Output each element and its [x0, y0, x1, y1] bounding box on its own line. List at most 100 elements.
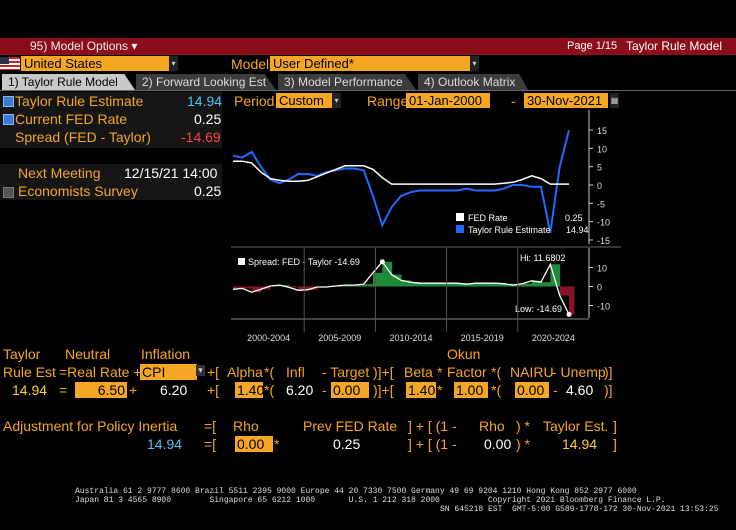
- spread-area-segment: [401, 280, 411, 287]
- period-label: Period: [234, 93, 275, 109]
- price-y-tick-label: 10: [597, 144, 607, 154]
- spread-area-segment: [438, 283, 449, 287]
- tab-outlook-matrix[interactable]: 4) Outlook Matrix: [418, 74, 528, 90]
- spread-area-segment: [559, 286, 570, 296]
- range-end-value: 30-Nov-2021: [527, 93, 603, 108]
- formula-taylor-value: 14.94: [12, 382, 48, 398]
- spread-area-segment: [391, 274, 402, 287]
- range-start-value: 01-Jan-2000: [409, 93, 482, 108]
- fed-rate-line: [233, 160, 569, 185]
- spread-hi-marker: [379, 259, 385, 265]
- tab-taylor-rule-model[interactable]: 1) Taylor Rule Model: [2, 74, 135, 90]
- price-y-tick-label: 15: [597, 126, 607, 136]
- country-dropdown-icon[interactable]: ▾: [169, 56, 178, 71]
- tab-label: 2) Forward Looking Est: [142, 75, 267, 89]
- fed-checkbox[interactable]: [3, 114, 14, 125]
- cpi-select[interactable]: CPI: [140, 364, 197, 380]
- range-start-input[interactable]: 01-Jan-2000: [406, 93, 490, 108]
- inertia-rho: Rho: [233, 418, 259, 434]
- formula-rule-est: Rule Est: [3, 364, 56, 380]
- spread-label: Spread (FED - Taylor): [15, 129, 151, 145]
- calendar-icon[interactable]: ▦: [610, 93, 619, 108]
- price-y-tick-label: -5: [597, 199, 605, 209]
- factor-input[interactable]: 1.00: [454, 382, 488, 398]
- formula-neutral-header: Neutral: [65, 346, 111, 362]
- spread-y-tick-label: 10: [597, 264, 607, 274]
- estimates-panel: [0, 92, 222, 148]
- model-dropdown-icon[interactable]: ▾: [470, 56, 479, 71]
- model-select[interactable]: User Defined*: [270, 56, 470, 71]
- taylor-rule-line: [232, 129, 570, 233]
- spread-legend-swatch: [238, 258, 245, 265]
- period-select[interactable]: Custom: [276, 93, 332, 108]
- model-label: Model: [231, 56, 270, 72]
- inertia-result: 14.94: [147, 436, 183, 452]
- fed-label: Current FED Rate: [15, 111, 128, 127]
- nairu-input[interactable]: 0.00: [515, 382, 549, 398]
- x-tick-label: 2000-2004: [247, 333, 290, 342]
- inertia-plus-paren: ] + [ (1 -: [408, 418, 457, 434]
- model-value: User Defined*: [273, 56, 354, 71]
- cpi-dropdown-icon[interactable]: ▾: [196, 365, 205, 376]
- price-y-tick-label: 5: [597, 163, 602, 173]
- survey-checkbox[interactable]: [3, 187, 14, 198]
- inertia-prev-label: Prev FED Rate: [303, 418, 398, 434]
- range-end-input[interactable]: 30-Nov-2021: [524, 93, 608, 108]
- tab-model-performance[interactable]: 3) Model Performance: [278, 74, 416, 90]
- x-tick-label: 2010-2014: [389, 333, 432, 342]
- taylor-checkbox[interactable]: [3, 96, 14, 107]
- spread-hi-label: Hi: 11.6802: [520, 253, 565, 263]
- survey-value: 0.25: [194, 183, 222, 199]
- next-meeting-label: Next Meeting: [18, 165, 101, 181]
- target-input[interactable]: 0.00: [331, 382, 369, 398]
- tab-label: 4) Outlook Matrix: [424, 75, 516, 89]
- spread-area-segment: [289, 286, 299, 288]
- real-rate-input[interactable]: 6.50: [75, 382, 127, 398]
- spread-area-segment: [447, 283, 458, 287]
- formula-nairu: NAIRU: [510, 364, 554, 380]
- spread-area-segment: [475, 283, 486, 287]
- footer-line-3: SN 645218 EST GMT-5:00 G589-1778-172 30-…: [440, 505, 719, 514]
- tab-forward-looking[interactable]: 2) Forward Looking Est: [136, 74, 276, 90]
- formula-infl: Infl: [286, 364, 305, 380]
- range-label: Range: [367, 93, 409, 109]
- page-indicator: Page 1/15: [567, 40, 618, 52]
- formula-plus-bracket-2: +[: [207, 382, 220, 398]
- footer-line-1: Australia 61 2 9777 8600 Brazil 5511 239…: [75, 487, 637, 496]
- formula-close: )]: [604, 364, 613, 380]
- inertia-close-star: ) *: [516, 418, 530, 434]
- legend-taylor-label: Taylor Rule Estimate: [468, 225, 551, 235]
- period-dropdown-icon[interactable]: ▾: [332, 93, 341, 108]
- formula-okun-header: Okun: [447, 346, 481, 362]
- formula-star2: *: [437, 382, 443, 398]
- model-options-menu[interactable]: 95) Model Options ▾: [30, 39, 138, 53]
- formula-star-open: *(: [264, 364, 275, 380]
- formula-real-rate: =Real Rate +: [59, 364, 142, 380]
- country-value: United States: [24, 56, 103, 71]
- formula-factor: Factor: [447, 364, 487, 380]
- tab-underline: [0, 90, 736, 91]
- page-title: Taylor Rule Model: [626, 39, 723, 53]
- formula-inflation-header: Inflation: [141, 346, 191, 362]
- formula-alpha: Alpha: [227, 364, 263, 380]
- period-value: Custom: [279, 93, 324, 108]
- country-select[interactable]: United States: [21, 56, 169, 71]
- price-y-tick-label: -10: [597, 218, 610, 228]
- spread-area-segment: [541, 282, 551, 287]
- beta-input[interactable]: 1.40: [406, 382, 436, 398]
- spread-area-segment: [382, 261, 393, 287]
- formula-plus-bracket: +[: [207, 364, 220, 380]
- taylor-chart: 15 10 5 0 -5 -10 -15 FED Rate 0.25 Taylor Rule Es…: [231, 110, 621, 342]
- spread-area-segment: [233, 286, 243, 290]
- rho-input[interactable]: 0.00: [235, 436, 273, 452]
- spread-area-segment: [242, 286, 253, 289]
- formula-eq: =: [59, 382, 68, 398]
- spread-area-segment: [457, 283, 467, 287]
- alpha-input[interactable]: 1.40: [235, 382, 265, 398]
- spread-area-segment: [419, 283, 430, 287]
- rho-value-2: 0.00: [484, 436, 512, 452]
- price-panel-bg: [231, 110, 621, 246]
- legend-fed-label: FED Rate: [468, 213, 508, 223]
- unemp-value: 4.60: [566, 382, 594, 398]
- legend-taylor-swatch: [456, 225, 464, 233]
